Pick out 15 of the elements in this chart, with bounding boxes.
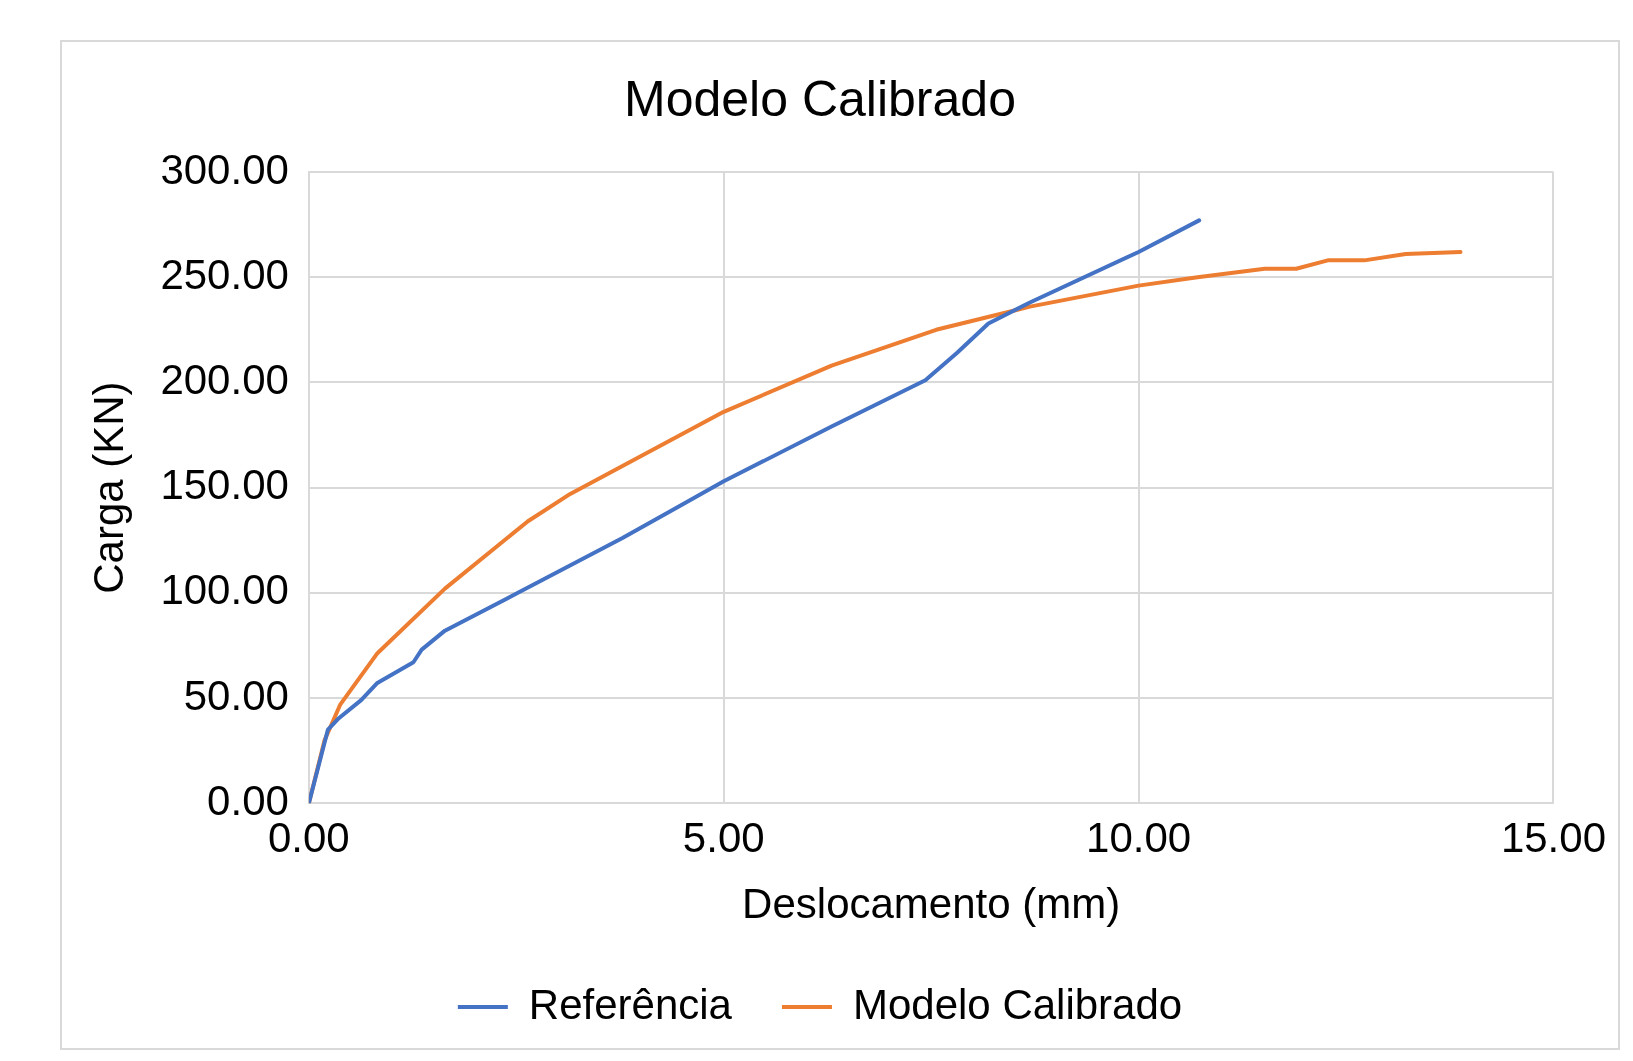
x-tick-label: 15.00 (1500, 813, 1606, 861)
x-tick-label: 5.00 (682, 813, 765, 861)
y-tick-label: 250.00 (160, 250, 289, 298)
legend-label: Modelo Calibrado (852, 980, 1183, 1028)
y-tick-label: 100.00 (160, 566, 289, 614)
y-tick-label: 50.00 (183, 671, 289, 719)
y-tick-label: 0.00 (207, 776, 289, 824)
y-tick-label: 200.00 (160, 355, 289, 403)
x-tick-label: 10.00 (1086, 813, 1192, 861)
x-axis-title: Deslocamento (mm) (742, 880, 1121, 928)
y-tick-label: 300.00 (160, 145, 289, 193)
legend-label: Referência (528, 980, 733, 1028)
y-tick-label: 150.00 (160, 461, 289, 509)
y-axis-title: Carga (KN) (84, 381, 132, 594)
chart-title: Modelo Calibrado (624, 70, 1016, 127)
